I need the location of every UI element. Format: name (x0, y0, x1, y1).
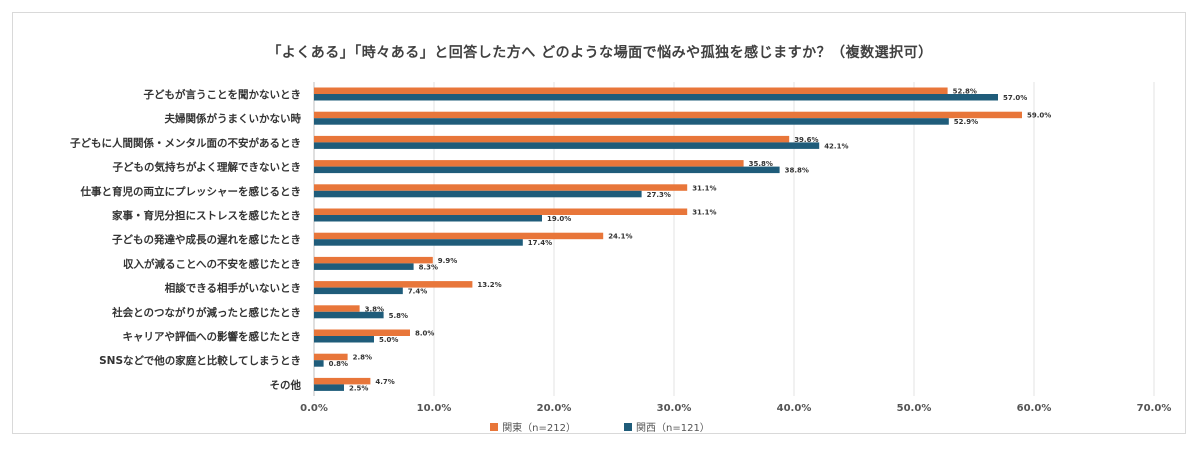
bar-kanto (314, 232, 604, 240)
x-tick-label: 20.0% (537, 403, 572, 414)
data-label-kanto: 9.9% (438, 257, 457, 265)
bar-kansai (314, 166, 780, 174)
legend-label-kanto: 関東（n=212） (502, 423, 576, 434)
bar-kansai (314, 190, 642, 198)
data-label-kansai: 7.4% (408, 288, 427, 296)
category-label: SNSなどで他の家庭と比較してしまうとき (99, 354, 301, 367)
data-label-kanto: 35.8% (749, 160, 773, 168)
bar-kansai (314, 215, 542, 222)
bar-kanto (314, 281, 473, 288)
x-tick-label: 70.0% (1137, 403, 1172, 414)
bar-kansai (314, 142, 820, 149)
category-label: 子どもの気持ちがよく理解できないとき (113, 161, 301, 174)
bar-kansai (314, 287, 403, 295)
data-label-kansai: 5.8% (389, 312, 408, 320)
chart-title: 「よくある」「時々ある」と回答した方へ どのような場面で悩みや孤独を感じますか？… (267, 45, 933, 61)
data-label-kansai: 42.1% (824, 142, 848, 150)
data-label-kansai: 0.8% (329, 360, 348, 368)
bar-kanto (314, 208, 688, 215)
x-tick-label: 40.0% (777, 403, 812, 414)
data-label-kansai: 5.0% (379, 336, 398, 344)
bar-kanto (314, 329, 410, 336)
category-label: その他 (270, 378, 302, 391)
category-label: キャリアや評価への影響を感じたとき (123, 330, 302, 343)
x-tick-label: 50.0% (897, 403, 932, 414)
data-label-kanto: 52.8% (953, 88, 977, 96)
x-tick-label: 30.0% (657, 403, 692, 414)
x-tick-label: 60.0% (1017, 403, 1052, 414)
category-label: 仕事と育児の両立にプレッシャーを感じるとき (80, 185, 302, 198)
category-label: 収入が減ることへの不安を感じたとき (123, 257, 301, 270)
bar-kanto (314, 353, 348, 361)
legend-swatch-kansai (624, 422, 632, 431)
data-label-kanto: 31.1% (692, 209, 716, 217)
data-label-kanto: 2.8% (353, 354, 372, 362)
data-label-kansai: 17.4% (528, 239, 552, 247)
category-label: 子どもが言うことを聞かないとき (144, 88, 302, 101)
bar-kansai (314, 360, 324, 367)
data-label-kanto: 4.7% (375, 378, 394, 386)
data-label-kanto: 59.0% (1027, 112, 1051, 120)
data-label-kansai: 2.5% (349, 384, 368, 392)
category-label: 子どもの発達や成長の遅れを感じたとき (112, 233, 301, 246)
bar-kanto (314, 377, 371, 385)
category-label: 家事・育児分担にストレスを感じたとき (112, 209, 301, 222)
bar-kanto (314, 305, 360, 312)
bar-kanto (314, 184, 688, 191)
data-label-kansai: 8.3% (419, 263, 438, 271)
bar-kanto (314, 87, 948, 94)
x-tick-label: 10.0% (417, 403, 452, 414)
legend-swatch-kanto (490, 422, 499, 431)
bar-kansai (314, 311, 384, 319)
category-label: 社会とのつながりが減ったと感じたとき (111, 306, 301, 319)
data-label-kanto: 13.2% (477, 281, 501, 289)
bar-kansai (314, 239, 523, 246)
bar-kanto (314, 111, 1022, 119)
category-label: 夫婦関係がうまくいかない時 (165, 112, 302, 125)
x-tick-label: 0.0% (300, 403, 328, 414)
legend-label-kansai: 関西（n=121） (636, 423, 710, 434)
data-label-kansai: 38.8% (785, 167, 809, 175)
bar-kanto (314, 160, 744, 167)
bar-kansai (314, 94, 998, 101)
bar-kansai (314, 336, 374, 343)
data-label-kanto: 3.8% (365, 305, 384, 313)
chart-frame (12, 12, 1186, 434)
data-label-kansai: 52.9% (954, 118, 978, 126)
data-label-kanto: 31.1% (692, 184, 716, 192)
data-label-kanto: 39.6% (794, 136, 818, 144)
legend: 関東（n=212） 関西（n=121） (0, 419, 1200, 434)
category-label: 子どもに人間関係・メンタル面の不安があるとき (70, 136, 301, 149)
data-label-kanto: 24.1% (608, 233, 632, 241)
data-label-kansai: 27.3% (647, 191, 671, 199)
legend-item-kanto: 関東（n=212） (490, 419, 576, 434)
data-label-kanto: 8.0% (415, 330, 434, 338)
bar-kanto (314, 135, 790, 143)
data-label-kansai: 19.0% (547, 215, 571, 223)
bar-kansai (314, 118, 949, 125)
data-label-kansai: 57.0% (1003, 94, 1027, 102)
bar-kansai (314, 384, 344, 391)
legend-item-kansai: 関西（n=121） (624, 419, 710, 434)
bar-kansai (314, 263, 414, 270)
category-label: 相談できる相手がいないとき (165, 282, 301, 295)
bar-kanto (314, 256, 433, 264)
